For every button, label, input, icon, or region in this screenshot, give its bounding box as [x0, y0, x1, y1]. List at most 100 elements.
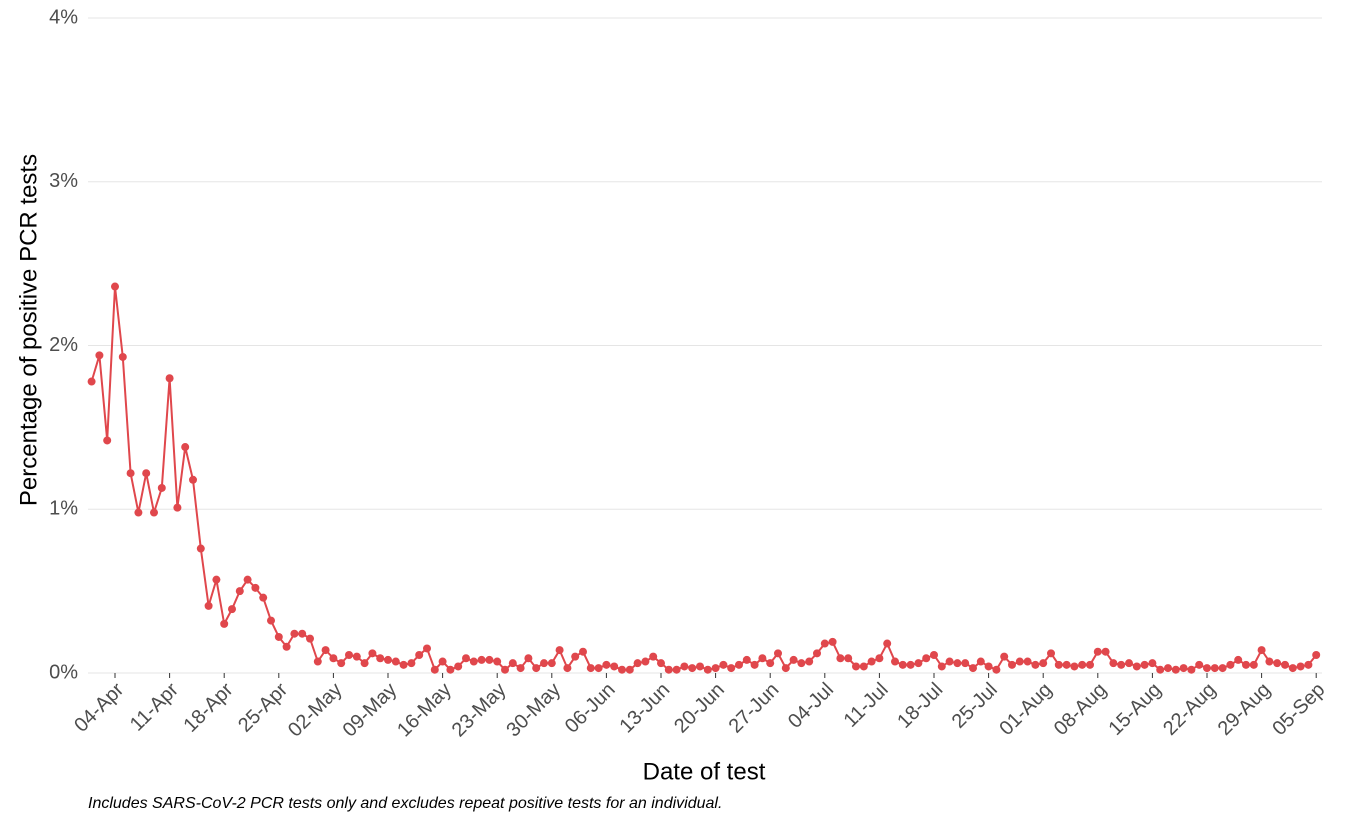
data-point — [750, 660, 759, 669]
data-point — [540, 659, 548, 668]
x-tick-label: 05-Sep — [1268, 679, 1329, 740]
data-point — [423, 644, 431, 653]
data-point — [742, 655, 751, 664]
data-point — [937, 662, 946, 671]
data-point — [95, 351, 104, 360]
data-point — [625, 665, 634, 674]
x-tick-label: 01-Aug — [995, 679, 1056, 740]
data-point — [688, 664, 697, 673]
x-tick-label: 27-Jun — [725, 679, 784, 738]
data-point — [1249, 660, 1258, 669]
data-point — [1086, 660, 1094, 669]
data-point — [189, 475, 197, 484]
data-point — [579, 647, 587, 656]
data-point — [243, 575, 252, 584]
data-point — [586, 664, 595, 673]
data-point — [87, 377, 96, 386]
y-tick-label: 4% — [49, 6, 78, 28]
x-tick-label: 06-Jun — [561, 679, 620, 738]
x-tick-label: 13-Jun — [615, 679, 674, 738]
x-tick-label: 04-Apr — [70, 678, 128, 736]
data-point — [719, 660, 728, 669]
data-point — [1109, 659, 1118, 668]
y-tick-label: 3% — [49, 170, 78, 192]
x-tick-label: 02-May — [284, 679, 347, 742]
data-point — [345, 650, 353, 659]
data-point — [532, 664, 541, 673]
data-point — [1015, 657, 1024, 666]
data-point — [1265, 657, 1274, 666]
data-point — [969, 664, 977, 673]
data-point — [204, 601, 213, 610]
data-point — [1288, 664, 1297, 673]
data-point — [781, 664, 790, 673]
data-point — [399, 660, 408, 669]
data-point — [883, 639, 892, 648]
y-axis-title: Percentage of positive PCR tests — [15, 154, 42, 506]
data-point — [813, 649, 821, 658]
data-point — [844, 654, 853, 663]
data-point — [290, 629, 299, 638]
data-point — [1234, 655, 1243, 664]
data-point — [1117, 660, 1126, 669]
data-point — [1187, 665, 1196, 674]
x-tick-label: 16-May — [393, 679, 456, 742]
x-tick-label: 30-May — [502, 679, 565, 742]
x-tick-label: 18-Jul — [893, 679, 947, 733]
y-tick-label: 0% — [49, 661, 78, 683]
data-point — [852, 662, 860, 671]
y-tick-label: 1% — [49, 498, 78, 520]
x-tick-label: 29-Aug — [1214, 679, 1275, 740]
data-point — [228, 605, 236, 614]
data-point — [306, 634, 314, 643]
data-point — [1273, 659, 1282, 668]
data-point — [891, 657, 899, 666]
data-point — [922, 654, 931, 663]
data-point — [633, 659, 642, 668]
data-point — [547, 659, 556, 668]
data-point — [1210, 664, 1219, 673]
x-tick-label: 08-Aug — [1050, 679, 1111, 740]
data-point — [446, 665, 455, 674]
data-point — [329, 654, 338, 663]
data-point — [111, 282, 119, 291]
data-point — [735, 660, 743, 669]
data-point — [274, 632, 283, 641]
data-point — [602, 660, 611, 669]
data-point — [126, 469, 135, 478]
data-point — [477, 655, 486, 664]
data-point — [1195, 660, 1204, 669]
data-point — [524, 654, 533, 663]
data-point — [360, 659, 369, 668]
data-point — [267, 616, 275, 625]
data-point — [415, 650, 424, 659]
data-point — [313, 657, 322, 666]
data-point — [501, 665, 509, 674]
data-point — [1070, 662, 1079, 671]
data-point — [321, 646, 330, 655]
x-axis-title: Date of test — [643, 758, 766, 785]
data-point — [906, 660, 915, 669]
data-point — [391, 657, 400, 666]
data-point — [859, 662, 868, 671]
data-point — [1125, 659, 1133, 668]
data-point — [1148, 659, 1157, 668]
data-point — [1226, 660, 1235, 669]
data-point — [758, 654, 767, 663]
y-tick-label: 2% — [49, 334, 78, 356]
data-point — [696, 662, 704, 671]
data-point — [805, 657, 814, 666]
x-tick-label: 15-Aug — [1105, 679, 1166, 740]
data-point — [945, 657, 954, 666]
data-point — [142, 469, 151, 478]
data-point — [961, 659, 970, 668]
data-point — [1242, 660, 1250, 669]
data-point — [220, 619, 229, 628]
data-point — [898, 660, 907, 669]
data-point — [594, 664, 603, 673]
data-point — [298, 629, 307, 638]
data-point — [766, 659, 775, 668]
data-point — [134, 508, 143, 517]
data-point — [1062, 660, 1071, 669]
